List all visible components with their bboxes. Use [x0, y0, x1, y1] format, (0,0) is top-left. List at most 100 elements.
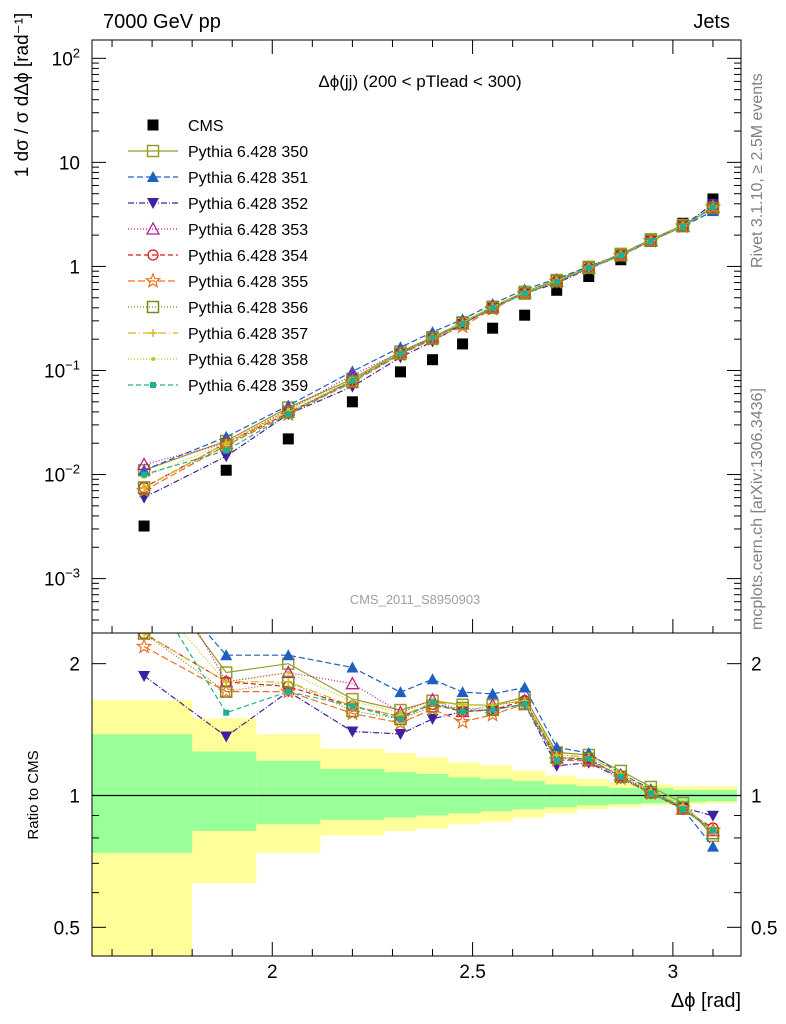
ratio-line	[197, 633, 714, 832]
legend-marker	[146, 300, 160, 314]
ratio-ytick-label: 1	[69, 786, 80, 807]
data-point	[706, 201, 720, 215]
ratio-point	[709, 827, 716, 834]
ratio-point	[346, 661, 359, 673]
ytick-label: 10−3	[44, 566, 80, 591]
ratio-point	[220, 649, 233, 661]
ratio-point	[280, 682, 297, 699]
legend-label: Pythia 6.428 354	[188, 248, 308, 265]
ratio-frame	[91, 632, 742, 957]
legend-label: Pythia 6.428 358	[188, 352, 308, 369]
ratio-line	[206, 633, 714, 848]
main-ylabel: 1 dσ / σ dΔϕ [rad⁻¹]	[12, 13, 33, 178]
legend-marker	[147, 249, 159, 261]
data-point	[394, 366, 406, 378]
data-point	[394, 347, 407, 360]
data-point	[282, 433, 294, 445]
ratio-point	[489, 706, 496, 713]
series-line	[143, 210, 714, 471]
data-point	[346, 396, 358, 408]
ratio-point	[140, 633, 149, 638]
legend-label: Pythia 6.428 351	[188, 170, 308, 187]
ratio-point	[138, 670, 151, 682]
data-point	[521, 290, 528, 297]
data-point	[141, 471, 148, 478]
data-point	[223, 447, 230, 454]
ratio-point	[394, 686, 407, 698]
ratio-point	[518, 681, 531, 693]
ratio-point	[486, 687, 499, 699]
ratio-point	[281, 665, 296, 679]
legend-item: Pythia 6.428 350	[128, 144, 308, 161]
ratio-point	[284, 677, 293, 686]
ytick-label: 10−1	[44, 357, 80, 382]
data-point	[644, 234, 658, 247]
data-point	[426, 332, 439, 345]
data-point	[553, 278, 560, 285]
header-left: 7000 GeV pp	[103, 11, 221, 33]
ratio-point	[647, 790, 654, 797]
legend-marker	[144, 272, 162, 289]
data-point	[136, 457, 152, 471]
data-point	[647, 237, 654, 244]
xtick-label: 2.5	[459, 962, 485, 983]
ratio-point	[346, 726, 359, 738]
ytick-label: 10	[59, 153, 80, 174]
data-point	[617, 252, 624, 259]
ratio-point	[429, 699, 436, 706]
data-point	[457, 338, 469, 350]
main-series	[135, 193, 722, 532]
ytick-label: 10−2	[44, 462, 80, 487]
xtick-label: 2	[267, 962, 278, 983]
side-label-top: Rivet 3.1.10, ≥ 2.5M events	[749, 73, 766, 268]
data-point	[349, 377, 356, 384]
data-point	[138, 520, 150, 532]
ratio-ytick-label-right: 0.5	[751, 918, 777, 939]
ratio-point	[394, 729, 407, 741]
ratio-point	[454, 713, 471, 729]
legend-item: Pythia 6.428 359	[128, 378, 308, 395]
stat-band	[192, 751, 257, 831]
legend-marker	[145, 221, 161, 235]
stat-band	[92, 734, 193, 853]
ratio-point	[135, 637, 153, 654]
legend-item: Pythia 6.428 351	[128, 170, 308, 187]
legend-marker	[146, 144, 160, 158]
data-point	[614, 249, 628, 262]
ratio-point	[397, 716, 404, 723]
ratio-point	[138, 555, 150, 566]
ratio-ytick-label: 0.5	[54, 918, 80, 939]
legend-label: Pythia 6.428 353	[188, 222, 308, 239]
legend-label: Pythia 6.428 352	[188, 196, 308, 213]
legend-item: CMS	[147, 118, 224, 135]
ratio-point	[282, 649, 295, 661]
ytick-label: 1	[69, 257, 80, 278]
data-point	[346, 375, 359, 388]
ratio-ytick-label-right: 2	[751, 655, 762, 676]
stat-band	[256, 760, 321, 825]
data-point	[519, 309, 531, 321]
ratio-point	[139, 555, 150, 566]
data-point	[487, 322, 499, 334]
legend-marker	[151, 357, 155, 361]
ratio-point	[224, 679, 229, 684]
data-point	[709, 204, 716, 211]
ratio-point	[490, 703, 495, 708]
data-point	[220, 451, 233, 463]
uncertainty-bands	[92, 700, 741, 956]
data-point	[550, 275, 563, 288]
data-point	[518, 287, 531, 300]
ratio-point	[706, 840, 719, 852]
data-point	[140, 483, 149, 492]
data-point	[427, 354, 439, 366]
ratio-point	[349, 703, 356, 710]
legend-item: Pythia 6.428 358	[128, 352, 308, 369]
legend-marker	[149, 329, 157, 337]
stat-band	[416, 773, 449, 816]
ratio-point	[350, 699, 355, 704]
data-point	[224, 441, 229, 446]
data-point	[456, 316, 469, 330]
ratio-point	[585, 755, 592, 762]
ratio-ylabel: Ratio to CMS	[25, 750, 42, 839]
